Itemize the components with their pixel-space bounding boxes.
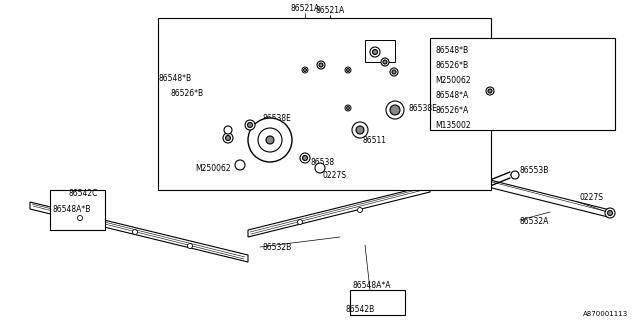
Circle shape — [372, 50, 378, 54]
Bar — [158, 18, 491, 190]
Text: 86532A: 86532A — [520, 218, 549, 227]
Text: 86542B: 86542B — [346, 306, 374, 315]
Text: 86526*B: 86526*B — [435, 60, 468, 69]
Circle shape — [317, 61, 325, 69]
Polygon shape — [488, 180, 610, 217]
Circle shape — [258, 128, 282, 152]
Circle shape — [605, 208, 615, 218]
Circle shape — [132, 229, 138, 235]
Polygon shape — [295, 65, 355, 115]
Circle shape — [607, 211, 612, 215]
Text: M250062: M250062 — [195, 164, 230, 172]
Circle shape — [345, 105, 351, 111]
Polygon shape — [30, 202, 248, 262]
Text: 86511: 86511 — [362, 135, 386, 145]
Circle shape — [511, 171, 519, 179]
Text: 86548A*A: 86548A*A — [352, 281, 390, 290]
Text: 0227S: 0227S — [322, 171, 346, 180]
Circle shape — [315, 163, 325, 173]
Circle shape — [390, 105, 400, 115]
Circle shape — [248, 123, 253, 127]
Text: 86526*A: 86526*A — [435, 106, 468, 115]
Circle shape — [370, 47, 380, 57]
Bar — [365, 40, 395, 62]
Text: 0227S: 0227S — [580, 194, 604, 203]
Circle shape — [248, 118, 292, 162]
Polygon shape — [248, 185, 430, 237]
Circle shape — [319, 63, 323, 67]
Text: 86521A: 86521A — [291, 4, 319, 12]
Circle shape — [298, 220, 303, 225]
Circle shape — [188, 244, 193, 249]
Circle shape — [392, 70, 396, 74]
Circle shape — [224, 126, 232, 134]
Text: 86521A: 86521A — [316, 5, 344, 14]
Circle shape — [303, 68, 307, 71]
Circle shape — [346, 107, 349, 109]
Circle shape — [266, 136, 274, 144]
Text: 86526*B: 86526*B — [170, 89, 203, 98]
Text: 86548A*B: 86548A*B — [52, 205, 90, 214]
Circle shape — [488, 89, 492, 93]
Circle shape — [356, 126, 364, 134]
Circle shape — [223, 133, 233, 143]
Bar — [430, 38, 615, 130]
Circle shape — [352, 122, 368, 138]
Circle shape — [346, 68, 349, 71]
Text: 86548*B: 86548*B — [158, 74, 191, 83]
Text: 86548*B: 86548*B — [435, 45, 468, 54]
Text: 86538E: 86538E — [262, 114, 291, 123]
Circle shape — [245, 120, 255, 130]
Bar — [50, 190, 105, 230]
Circle shape — [345, 67, 351, 73]
Circle shape — [386, 101, 404, 119]
Bar — [350, 290, 405, 315]
Text: M135002: M135002 — [435, 121, 470, 130]
Text: 86548*A: 86548*A — [435, 91, 468, 100]
Text: A870001113: A870001113 — [583, 311, 628, 317]
Circle shape — [302, 67, 308, 73]
Text: M250062: M250062 — [435, 76, 470, 84]
Circle shape — [303, 156, 307, 161]
Circle shape — [390, 68, 398, 76]
Text: 86538: 86538 — [310, 157, 334, 166]
Text: 86532B: 86532B — [262, 244, 291, 252]
Text: 86542C: 86542C — [68, 188, 97, 197]
Circle shape — [358, 207, 362, 212]
Circle shape — [235, 160, 245, 170]
Circle shape — [300, 153, 310, 163]
Circle shape — [77, 215, 83, 220]
Text: 86553B: 86553B — [520, 165, 549, 174]
Circle shape — [381, 58, 389, 66]
Circle shape — [225, 135, 230, 140]
Text: 86538E: 86538E — [408, 103, 437, 113]
Circle shape — [486, 87, 494, 95]
Circle shape — [383, 60, 387, 64]
